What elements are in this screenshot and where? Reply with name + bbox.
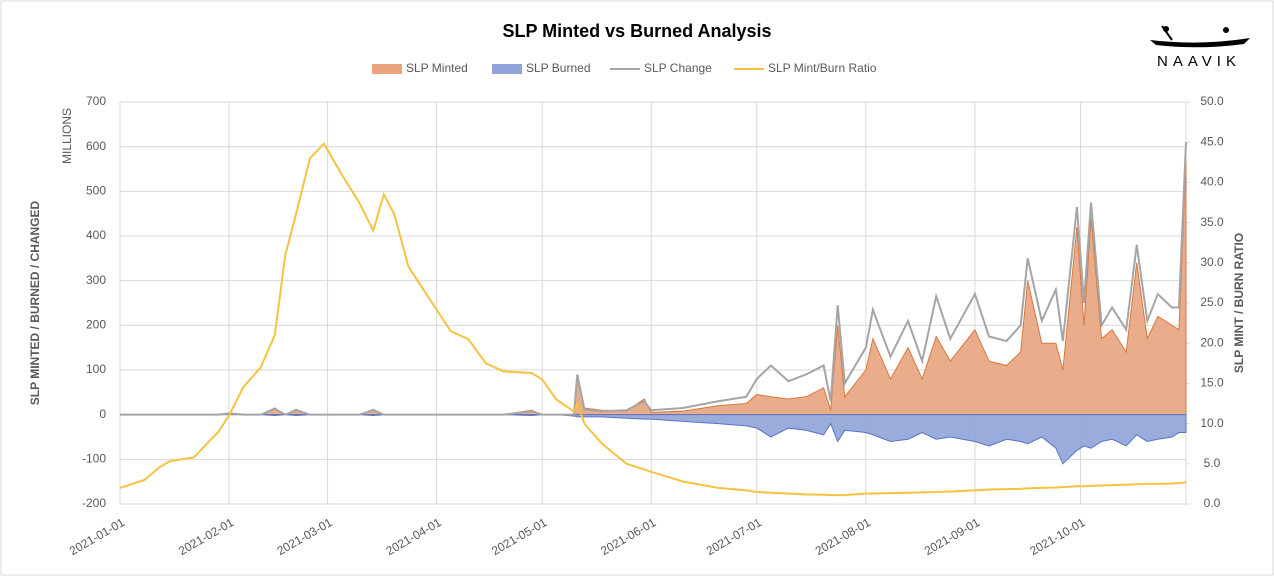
y-tick-label: -200: [82, 496, 106, 510]
legend-label: SLP Change: [644, 61, 712, 75]
y-tick-label: 300: [86, 273, 106, 287]
y-tick-label: 200: [86, 318, 106, 332]
y-unit: MILLIONS: [60, 108, 74, 164]
logo-figure: [1163, 26, 1169, 32]
y-tick-label: 500: [86, 184, 106, 198]
line: [119, 142, 1187, 497]
line: [120, 142, 1187, 416]
y2-tick-label: 30.0: [1200, 255, 1224, 269]
chart-title: SLP Minted vs Burned Analysis: [502, 21, 771, 41]
y-tick-label: -100: [82, 452, 106, 466]
y-tick-label: 400: [86, 228, 106, 242]
legend-item: SLP Mint/Burn Ratio: [734, 61, 877, 75]
y2-tick-label: 50.0: [1200, 94, 1224, 108]
y2-tick-label: 45.0: [1200, 134, 1224, 148]
y2-tick-label: 25.0: [1200, 295, 1224, 309]
y2-tick-label: 10.0: [1200, 416, 1224, 430]
y2-tick-label: 35.0: [1200, 215, 1224, 229]
logo: NAAVIK: [1150, 25, 1250, 70]
y-tick-label: 0: [99, 407, 106, 421]
y2-tick-label: 0.0: [1204, 496, 1221, 510]
legend-item: SLP Burned: [492, 61, 591, 75]
legend-swatch: [492, 64, 522, 74]
legend-item: SLP Change: [610, 61, 712, 75]
y-tick-label: 100: [86, 362, 106, 376]
y2-tick-label: 15.0: [1200, 376, 1224, 390]
legend-label: SLP Minted: [406, 61, 468, 75]
y2-tick-label: 5.0: [1204, 456, 1221, 470]
y-tick-label: 700: [86, 94, 106, 108]
legend-label: SLP Burned: [526, 61, 591, 75]
logo-figure: [1223, 27, 1229, 33]
legend-item: SLP Minted: [372, 61, 468, 75]
y-axis-title: SLP MINTED / BURNED / CHANGED: [28, 200, 42, 405]
y2-tick-label: 20.0: [1200, 335, 1224, 349]
legend-label: SLP Mint/Burn Ratio: [768, 61, 877, 75]
y2-axis-title: SLP MINT / BURN RATIO: [1232, 233, 1246, 373]
y2-tick-label: 40.0: [1200, 175, 1224, 189]
logo-boat: [1150, 38, 1250, 48]
legend-swatch: [372, 64, 402, 74]
y-tick-label: 600: [86, 139, 106, 153]
logo-text: NAAVIK: [1157, 53, 1241, 70]
